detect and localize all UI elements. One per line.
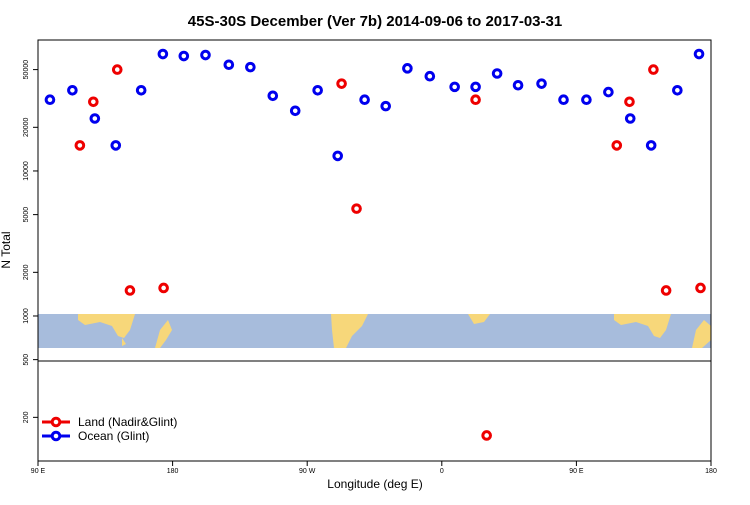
point (603, 86, 614, 98)
point (178, 50, 190, 62)
point (470, 94, 481, 106)
x-tick-label: 90 W (299, 468, 316, 475)
y-tick-label: 20000 (23, 117, 30, 137)
point (111, 64, 123, 75)
point (581, 94, 592, 106)
point (89, 113, 101, 124)
y-axis-label: N Total (0, 231, 13, 268)
legend-marker (50, 430, 62, 442)
x-tick-label: 180 (167, 468, 179, 475)
y-tick-label: 5000 (23, 207, 30, 223)
point (67, 84, 78, 96)
x-tick-label: 180 (705, 468, 717, 475)
point (624, 96, 635, 108)
point (200, 49, 211, 61)
land (155, 320, 172, 348)
point (660, 285, 672, 296)
land (122, 338, 126, 346)
x-tick-label: 0 (440, 468, 444, 475)
legend-marker (50, 416, 62, 428)
y-tick-label: 500 (23, 354, 30, 366)
point (695, 282, 706, 294)
y-tick-label: 10000 (23, 161, 30, 181)
point (351, 203, 362, 214)
point (624, 113, 636, 124)
point (245, 61, 256, 73)
plot-frame (37, 39, 712, 462)
point (424, 70, 436, 82)
land (78, 314, 135, 338)
land (692, 320, 711, 348)
point (491, 68, 503, 79)
y-tick-label: 2000 (23, 264, 30, 280)
chart-title: 45S-30S December (Ver 7b) 2014-09-06 to … (188, 13, 562, 30)
point (648, 64, 659, 75)
ocean-band (38, 314, 711, 348)
land (468, 314, 490, 324)
point (611, 140, 623, 151)
point (558, 94, 569, 106)
point (124, 285, 136, 296)
point (110, 140, 122, 151)
map-band (38, 314, 711, 348)
point (332, 150, 344, 162)
point (88, 96, 99, 108)
point (312, 84, 323, 96)
point (44, 94, 56, 106)
point (402, 63, 413, 74)
point (74, 140, 86, 151)
point (289, 105, 301, 117)
point (645, 140, 657, 151)
point (481, 430, 492, 441)
point (470, 81, 481, 93)
point (536, 78, 547, 89)
y-tick-label: 200 (23, 411, 30, 423)
point (157, 48, 169, 60)
legend-label: Land (Nadir&Glint) (78, 415, 177, 429)
point (672, 84, 683, 96)
land (614, 314, 671, 338)
x-tick-label: 90 E (569, 468, 584, 475)
x-axis-label: Longitude (deg E) (327, 477, 422, 491)
point (359, 94, 370, 106)
point (512, 79, 524, 91)
land (331, 314, 368, 348)
y-tick-label: 1000 (23, 308, 30, 324)
point (135, 84, 147, 96)
point (223, 59, 235, 71)
point (267, 90, 279, 102)
legend-label: Ocean (Glint) (78, 429, 149, 443)
point (158, 282, 169, 294)
point (449, 81, 460, 93)
point (693, 48, 705, 60)
x-tick-label: 90 E (31, 468, 46, 475)
point (336, 78, 347, 89)
point (380, 100, 392, 112)
y-tick-label: 50000 (23, 60, 30, 80)
